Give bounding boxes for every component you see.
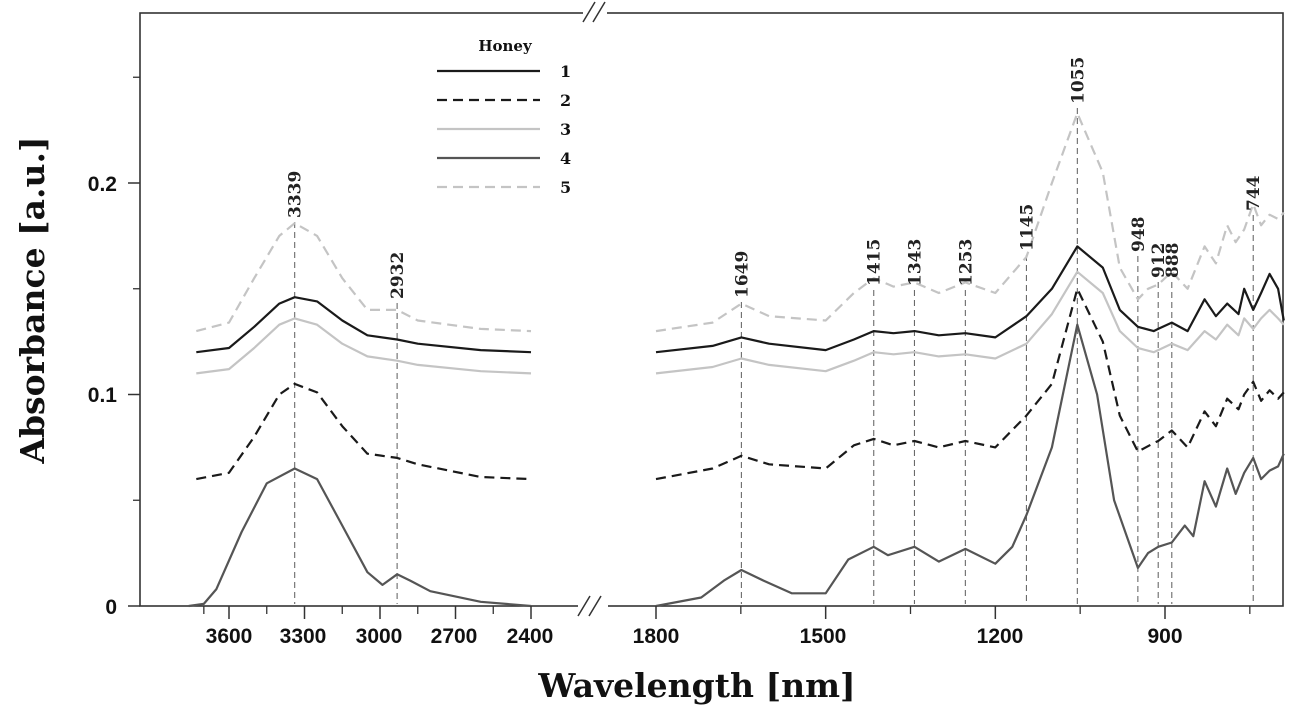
x-tick-label: 3000	[356, 625, 403, 648]
y-tick-labels: 0 0.1 0.2	[88, 173, 118, 619]
peak-label: 912	[1149, 243, 1169, 279]
y-tick-label: 0.2	[88, 173, 117, 196]
x-tick-label: 900	[1147, 625, 1182, 648]
peak-label: 3339	[286, 171, 306, 218]
peak-label: 948	[1129, 217, 1149, 253]
x-axis-title: Wavelength [nm]	[537, 666, 855, 705]
axis-break-top	[582, 1, 607, 23]
axis-break-bottom	[577, 595, 608, 617]
legend-items: 1 2 3 4 5	[437, 62, 571, 197]
series-2-line	[655, 287, 1285, 481]
x-tick-labels: 3600 3300 3000 2700 2400 1800 1500 1200 …	[206, 625, 1183, 648]
legend-label: 1	[560, 62, 571, 81]
series-2-line	[196, 382, 532, 481]
x-tick-label: 3600	[206, 625, 253, 648]
legend-label: 3	[560, 120, 571, 139]
series-1-line	[655, 245, 1285, 354]
legend-label: 5	[560, 178, 571, 197]
legend: Honey 1 2 3 4 5	[437, 37, 571, 197]
x-tick-label: 1500	[800, 625, 847, 648]
x-tick-label: 2400	[507, 625, 554, 648]
series-5-line	[196, 222, 532, 333]
peak-label: 1055	[1068, 57, 1088, 104]
series-1-line	[196, 296, 532, 354]
peak-label: 1415	[865, 239, 885, 286]
x-tick-label: 1800	[633, 625, 680, 648]
series-layer	[188, 112, 1285, 608]
peak-label: 744	[1244, 175, 1264, 211]
series-3-line	[196, 317, 532, 375]
legend-label: 2	[560, 91, 571, 110]
peak-label: 1253	[956, 239, 976, 286]
legend-label: 4	[560, 149, 571, 168]
x-tick-label: 1200	[977, 625, 1024, 648]
peak-marker-lines	[294, 108, 1254, 604]
peak-label: 1343	[905, 239, 925, 286]
y-tick-label: 0.1	[88, 384, 118, 407]
plot-frame	[139, 12, 1284, 607]
legend-title: Honey	[478, 37, 533, 55]
series-3-line	[655, 270, 1285, 375]
axis-ticks	[128, 76, 1251, 619]
series-4-line	[655, 323, 1285, 608]
peak-label: 1649	[732, 251, 752, 298]
peak-label: 1145	[1017, 204, 1037, 251]
peak-label: 888	[1163, 243, 1183, 279]
x-tick-label: 2700	[431, 625, 478, 648]
y-tick-label: 0	[105, 596, 117, 619]
x-tick-label: 3300	[280, 625, 327, 648]
series-4-line	[188, 467, 532, 608]
peak-label: 2932	[388, 252, 408, 299]
y-axis-title: Absorbance [a.u.]	[13, 136, 52, 464]
